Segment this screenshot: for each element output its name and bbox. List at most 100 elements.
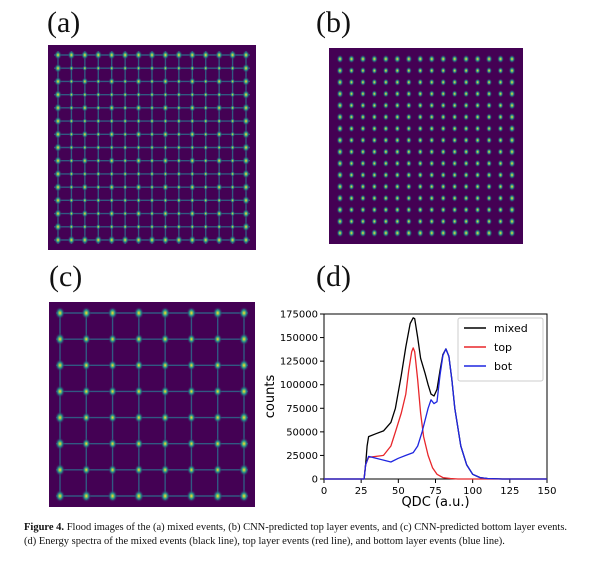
flood-spot <box>149 223 155 230</box>
flood-spot <box>54 129 62 140</box>
flood-spot <box>463 136 470 144</box>
flood-spot <box>107 235 116 245</box>
flood-spot <box>81 385 91 397</box>
flood-spot <box>82 91 88 98</box>
flood-spot <box>215 50 224 60</box>
flood-spot <box>189 65 195 72</box>
flood-spot <box>201 50 210 60</box>
flood-spot <box>215 77 223 86</box>
flood-spot <box>440 101 447 110</box>
flood-spot <box>405 136 412 144</box>
flood-spot <box>187 464 196 476</box>
y-tick-label: 0 <box>312 475 318 486</box>
flood-spot <box>109 197 115 204</box>
flood-spot <box>54 50 62 60</box>
flood-spot <box>68 183 74 191</box>
flood-spot <box>451 101 458 110</box>
flood-spot <box>122 144 128 151</box>
flood-spot <box>242 208 250 219</box>
flood-spot <box>68 131 74 138</box>
flood-spot <box>451 217 458 226</box>
flood-spot <box>107 306 118 320</box>
flood-spot <box>216 117 222 125</box>
flood-spot <box>348 78 355 86</box>
flood-spot <box>451 90 458 98</box>
flood-spot <box>474 90 481 98</box>
y-tick-label: 25000 <box>286 451 318 462</box>
flood-spot <box>109 170 115 178</box>
flood-spot <box>497 171 504 179</box>
flood-spot <box>451 206 458 214</box>
flood-spot <box>336 228 344 238</box>
flood-spot <box>230 78 236 85</box>
flood-spot <box>135 209 142 218</box>
flood-spot <box>242 76 250 87</box>
flood-spot <box>108 412 117 424</box>
flood-spot <box>336 170 344 180</box>
flood-spot <box>497 113 504 121</box>
flood-spot <box>188 77 196 86</box>
flood-spot <box>108 103 116 113</box>
flood-spot <box>94 50 103 60</box>
y-tick-label: 125000 <box>280 357 318 368</box>
flood-spot <box>136 223 142 230</box>
flood-spot <box>188 235 197 245</box>
flood-spot <box>463 78 470 86</box>
series-line-top <box>324 347 547 480</box>
flood-spot <box>203 117 209 125</box>
flood-spot <box>230 223 236 230</box>
flood-spot <box>439 54 447 64</box>
flood-spot <box>135 182 142 192</box>
flood-spot <box>81 489 92 503</box>
flood-spot <box>359 159 366 168</box>
flood-spot <box>162 156 169 165</box>
flood-spot <box>417 136 424 144</box>
flood-spot <box>497 101 504 110</box>
flood-spot <box>382 148 389 156</box>
flood-spot <box>213 333 223 345</box>
flood-spot <box>134 50 143 60</box>
flood-spot <box>95 157 101 164</box>
flood-spot <box>440 217 447 226</box>
flood-spot <box>160 359 170 371</box>
flood-spot <box>486 148 493 156</box>
flood-spot <box>82 117 88 125</box>
flood-spot <box>508 193 516 203</box>
flood-spot <box>497 182 504 191</box>
flood-spot <box>213 359 223 371</box>
y-tick-label: 50000 <box>286 427 318 438</box>
flood-spot <box>394 194 401 202</box>
flood-spot <box>474 171 481 179</box>
flood-spot <box>417 78 424 86</box>
flood-spot <box>162 91 168 98</box>
flood-spot <box>160 412 170 424</box>
x-tick-label: 25 <box>355 486 368 497</box>
flood-spot <box>109 117 115 125</box>
flood-spot <box>451 148 458 156</box>
flood-spot <box>108 77 116 86</box>
flood-spot <box>242 235 250 245</box>
flood-spot <box>405 90 412 98</box>
flood-spot <box>176 197 182 204</box>
flood-spot <box>108 385 117 397</box>
flood-spot <box>216 223 222 230</box>
flood-spot <box>417 101 424 110</box>
flood-spot <box>382 90 389 98</box>
flood-spot <box>497 206 504 214</box>
flood-spot <box>203 210 209 217</box>
flood-spot <box>162 65 168 72</box>
flood-spot <box>382 217 389 226</box>
flood-spot <box>348 194 355 202</box>
flood-spot <box>428 136 435 144</box>
y-tick-label: 175000 <box>280 310 318 321</box>
flood-spot <box>382 194 389 202</box>
flood-spot <box>474 136 481 144</box>
flood-spot <box>162 223 168 230</box>
flood-spot <box>162 209 169 218</box>
flood-spot <box>174 235 183 245</box>
x-tick-label: 150 <box>537 486 556 497</box>
flood-spot <box>348 113 355 121</box>
legend-label-bot: bot <box>494 360 513 373</box>
y-tick-label: 150000 <box>280 333 318 344</box>
flood-spot <box>463 66 470 75</box>
